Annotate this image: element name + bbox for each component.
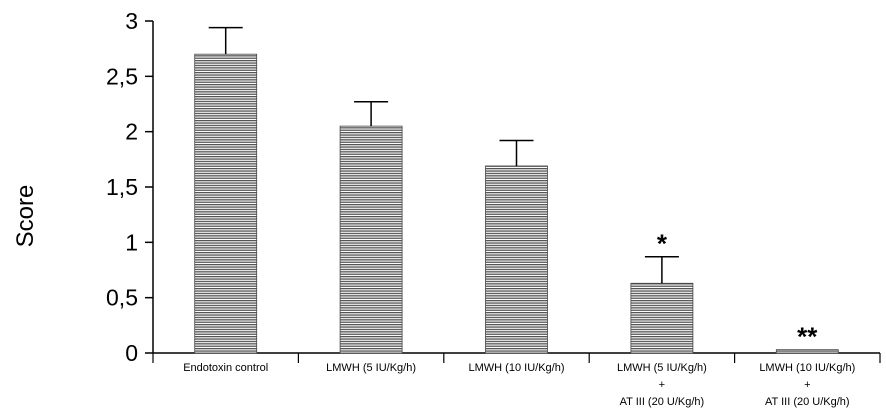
- y-tick-label: 1: [125, 229, 138, 255]
- y-tick-label: 2: [125, 119, 138, 145]
- y-tick-label: 2,5: [106, 63, 138, 89]
- bar: [339, 125, 403, 354]
- significance-marker: *: [657, 229, 668, 259]
- x-category-label: LMWH (10 IU/Kg/h): [469, 362, 565, 374]
- x-category-label: +: [659, 379, 665, 391]
- x-category-label: AT III (20 U/Kg/h): [620, 396, 705, 408]
- bar: [775, 349, 839, 354]
- labels: 0 0,5 1 1,5 2 2,5 3 Endotoxin control LMWH (5 IU…: [106, 8, 855, 408]
- x-category-label: LMWH (10 IU/Kg/h): [759, 362, 855, 374]
- x-category-label: +: [804, 379, 810, 391]
- x-category-label: LMWH (5 IU/Kg/h): [617, 362, 707, 374]
- bar: [194, 53, 258, 354]
- bars: [194, 26, 839, 354]
- bar: [485, 165, 548, 354]
- y-tick-label: 3: [125, 8, 138, 34]
- y-tick-label: 1,5: [106, 174, 138, 200]
- bar: [630, 282, 694, 354]
- significance-marker: **: [797, 322, 818, 352]
- x-category-label: AT III (20 U/Kg/h): [765, 396, 850, 408]
- x-category-label: Endotoxin control: [183, 362, 268, 374]
- x-category-label: LMWH (5 IU/Kg/h): [326, 362, 416, 374]
- y-tick-label: 0,5: [106, 285, 138, 311]
- y-tick-label: 0: [125, 340, 138, 366]
- y-axis-label: Score: [12, 185, 39, 248]
